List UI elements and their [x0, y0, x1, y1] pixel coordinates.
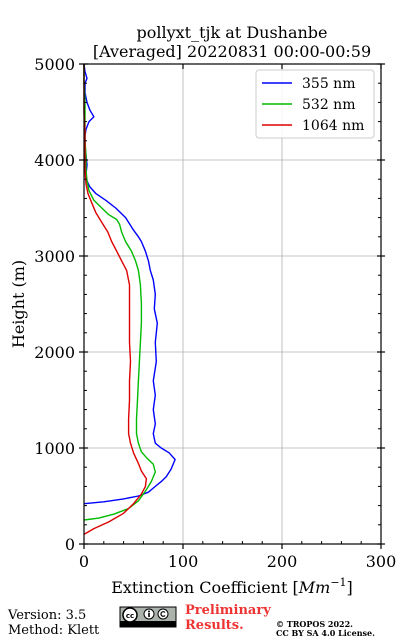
legend-label-1: 532 nm: [302, 97, 355, 113]
chart-title-line1: pollyxt_tjk at Dushanbe: [136, 23, 327, 42]
x-axis-label-exponent: −1: [330, 576, 346, 589]
legend-box: [255, 69, 375, 139]
version-text: Version: 3.5: [7, 608, 86, 623]
axis-ticks: [79, 63, 385, 549]
x-axis-label-prefix: Extinction Coefficient [: [111, 578, 299, 597]
y-tick-label-3: 3000: [34, 247, 75, 266]
x-tick-label-0: 0: [79, 552, 89, 571]
y-tick-label-0: 0: [65, 535, 75, 554]
legend-label-2: 1064 nm: [302, 118, 364, 134]
copyright-line1: © TROPOS 2022.: [276, 619, 353, 629]
x-axis-label-suffix: ]: [347, 578, 353, 597]
plot-frame: [83, 63, 382, 545]
x-tick-label-3: 300: [366, 552, 397, 571]
series-line-1064-nm: [83, 64, 148, 536]
series-lines: [83, 63, 176, 536]
x-tick-label-2: 200: [267, 552, 298, 571]
y-tick-label-4: 4000: [34, 151, 75, 170]
series-line-355-nm: [83, 63, 176, 505]
y-tick-label-1: 1000: [34, 439, 75, 458]
chart-title-line2: [Averaged] 20220831 00:00-00:59: [93, 42, 371, 61]
method-text: Method: Klett: [8, 623, 100, 638]
preliminary-text-line2: Results.: [185, 618, 244, 633]
legend-label-0: 355 nm: [302, 76, 355, 92]
legend: 355 nm 532 nm 1064 nm: [255, 69, 375, 139]
y-axis-label: Height (m): [9, 260, 28, 348]
svg-text:cc: cc: [126, 612, 134, 620]
cc-by-sa-icon: cc: [119, 606, 177, 628]
y-tick-label-5: 5000: [34, 55, 75, 74]
x-tick-label-1: 100: [168, 552, 199, 571]
y-tick-label-2: 2000: [34, 343, 75, 362]
copyright-line2: CC BY SA 4.0 License.: [276, 628, 375, 638]
preliminary-text-line1: Preliminary: [185, 603, 271, 618]
x-axis-label-unit: Mm: [298, 578, 331, 597]
series-line-532-nm: [83, 64, 156, 521]
x-axis-label: Extinction Coefficient [Mm−1]: [111, 576, 353, 597]
